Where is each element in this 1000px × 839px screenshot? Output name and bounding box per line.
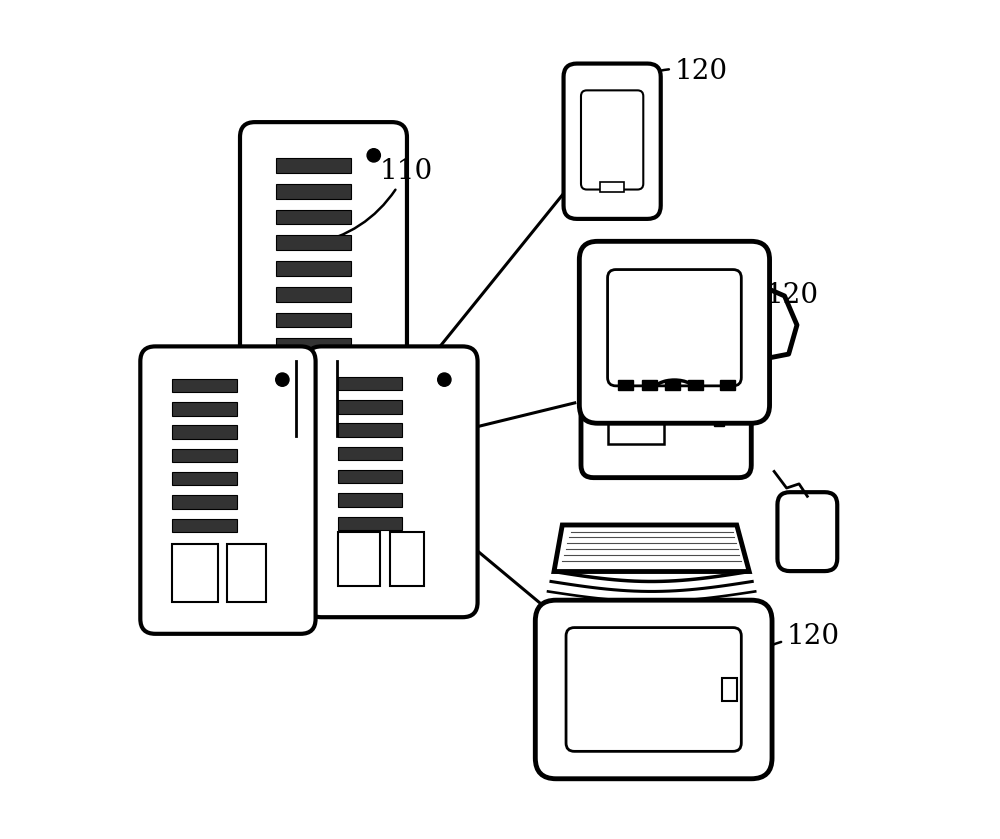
Bar [722, 678, 737, 701]
Bar [276, 338, 351, 353]
Bar [276, 287, 351, 302]
Bar [172, 519, 237, 532]
Bar [642, 380, 657, 390]
Bar [688, 380, 703, 390]
Bar [276, 210, 351, 225]
Bar [338, 400, 402, 414]
FancyBboxPatch shape [240, 122, 407, 451]
Bar [172, 449, 237, 462]
FancyBboxPatch shape [566, 628, 741, 752]
Bar [330, 353, 366, 415]
Bar [338, 517, 402, 529]
Circle shape [276, 373, 289, 386]
Text: 110: 110 [312, 158, 433, 244]
FancyBboxPatch shape [535, 600, 772, 779]
Bar [600, 182, 624, 192]
Bar [665, 380, 680, 390]
Bar [276, 158, 351, 173]
Bar [338, 532, 380, 586]
Text: 120: 120 [739, 623, 840, 663]
FancyBboxPatch shape [579, 242, 770, 423]
Bar [172, 495, 237, 508]
Bar [172, 402, 237, 415]
Bar [276, 312, 351, 327]
Polygon shape [554, 525, 749, 571]
Text: 120: 120 [718, 282, 819, 342]
FancyBboxPatch shape [581, 91, 643, 190]
Bar [338, 377, 402, 390]
Circle shape [438, 373, 451, 386]
Bar [720, 380, 735, 390]
Bar [338, 424, 402, 437]
FancyBboxPatch shape [581, 382, 751, 477]
Bar [390, 532, 424, 586]
Bar [276, 184, 351, 199]
Bar [276, 235, 351, 250]
FancyBboxPatch shape [608, 269, 741, 386]
Bar [172, 379, 237, 393]
FancyBboxPatch shape [140, 347, 316, 633]
Bar [172, 425, 237, 439]
Bar [172, 472, 237, 485]
Bar [227, 545, 266, 602]
Polygon shape [651, 394, 698, 405]
Bar [608, 417, 664, 444]
Bar [276, 261, 351, 276]
Bar [338, 493, 402, 507]
FancyBboxPatch shape [777, 492, 837, 571]
Bar [338, 470, 402, 483]
Bar [338, 446, 402, 460]
Text: 120: 120 [631, 58, 728, 85]
FancyBboxPatch shape [306, 347, 478, 618]
Bar [618, 380, 633, 390]
Bar [714, 416, 724, 426]
FancyBboxPatch shape [564, 64, 661, 219]
Bar [276, 364, 351, 379]
Bar [276, 353, 320, 415]
Circle shape [367, 149, 380, 162]
Bar [172, 545, 218, 602]
